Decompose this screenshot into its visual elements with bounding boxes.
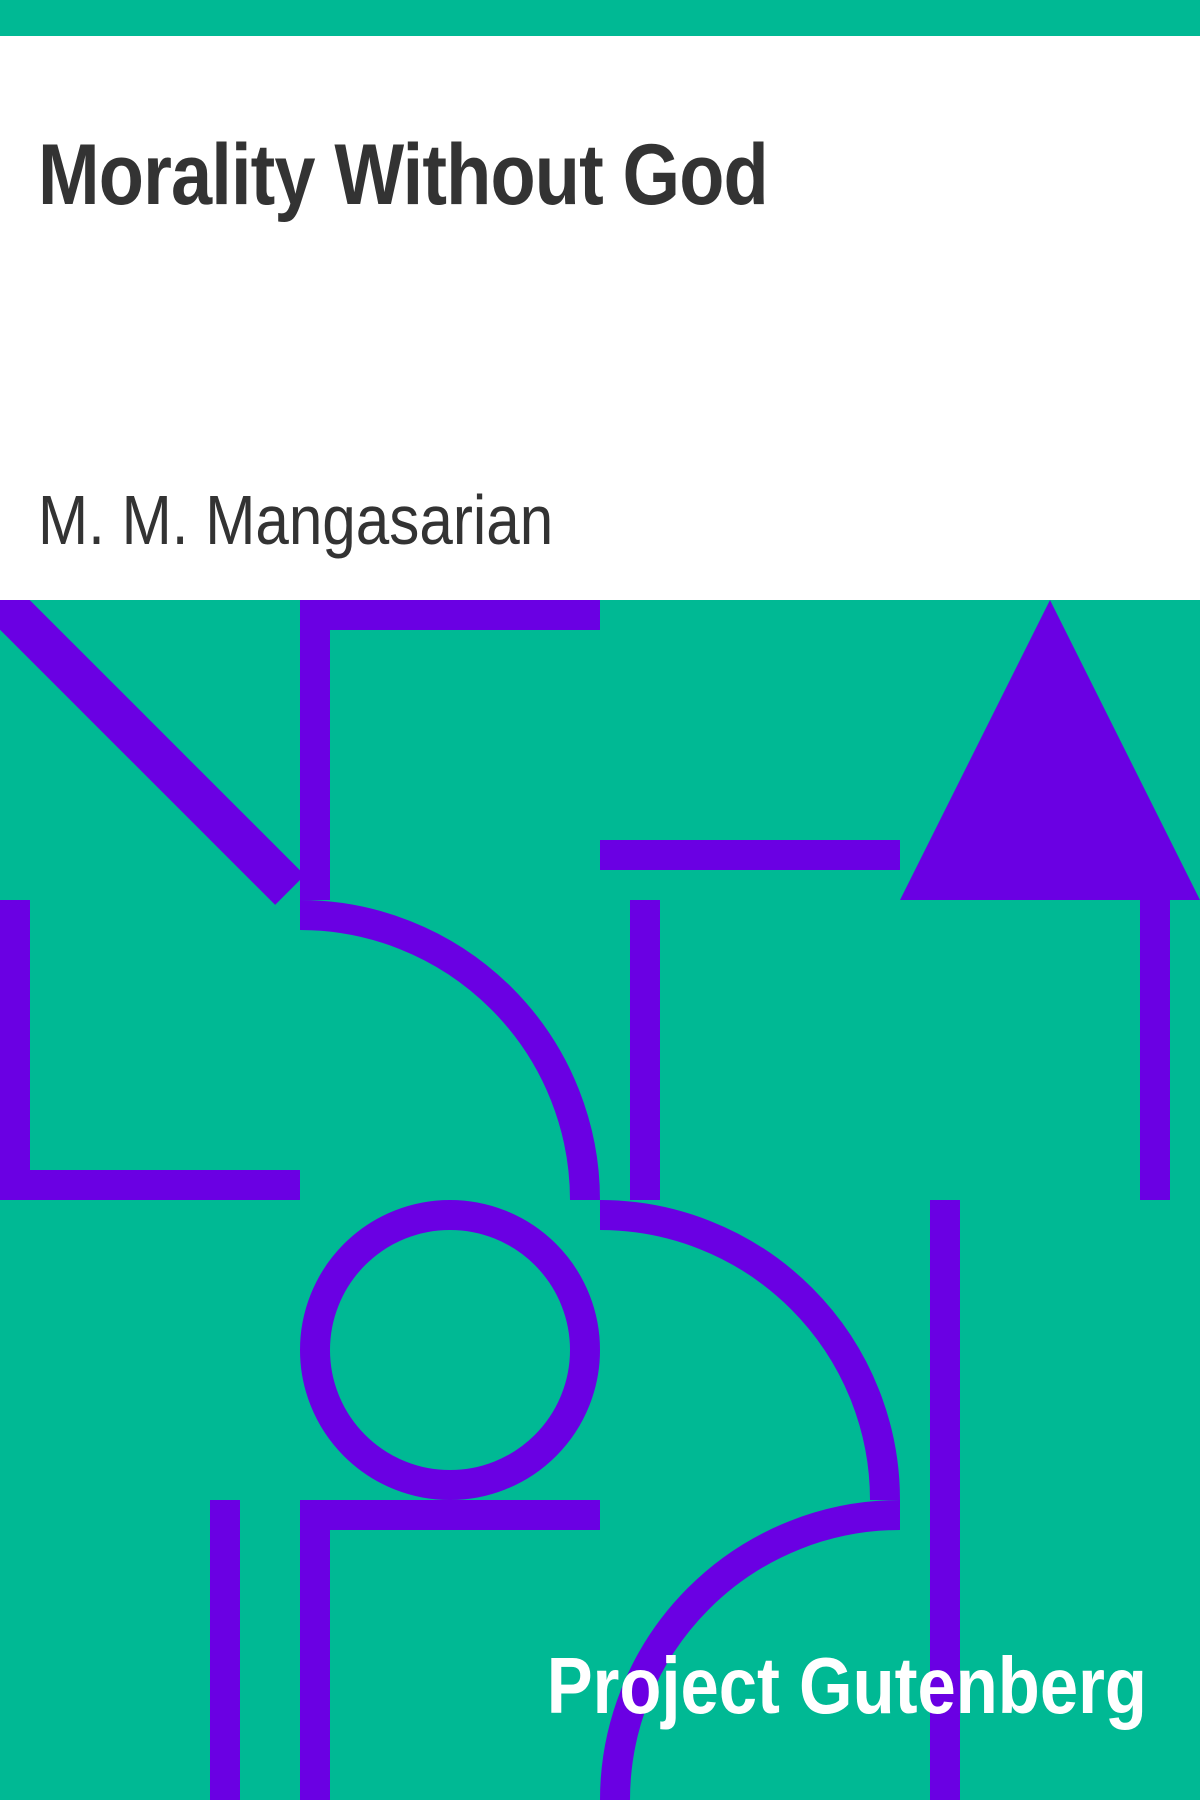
corner-stroke-left bbox=[0, 900, 300, 1200]
diagonal-stroke bbox=[0, 600, 305, 905]
geometric-pattern bbox=[0, 600, 1200, 1800]
triangle-shape bbox=[900, 600, 1200, 900]
arc-upper bbox=[299, 900, 600, 1201]
top-accent-band bbox=[0, 0, 1200, 36]
book-author: M. M. Mangasarian bbox=[38, 481, 554, 559]
corner-stroke-top bbox=[300, 600, 600, 900]
arc-lower bbox=[599, 1200, 900, 1501]
cover-art: Project Gutenberg bbox=[0, 600, 1200, 1800]
corner-stroke-bottom bbox=[300, 1500, 600, 1800]
title-panel: Morality Without God M. M. Mangasarian bbox=[0, 36, 1200, 600]
book-title: Morality Without God bbox=[38, 127, 769, 223]
publisher-name: Project Gutenberg bbox=[546, 1641, 1147, 1730]
arc-bottom bbox=[600, 1500, 901, 1800]
circle-ring bbox=[300, 1200, 600, 1500]
